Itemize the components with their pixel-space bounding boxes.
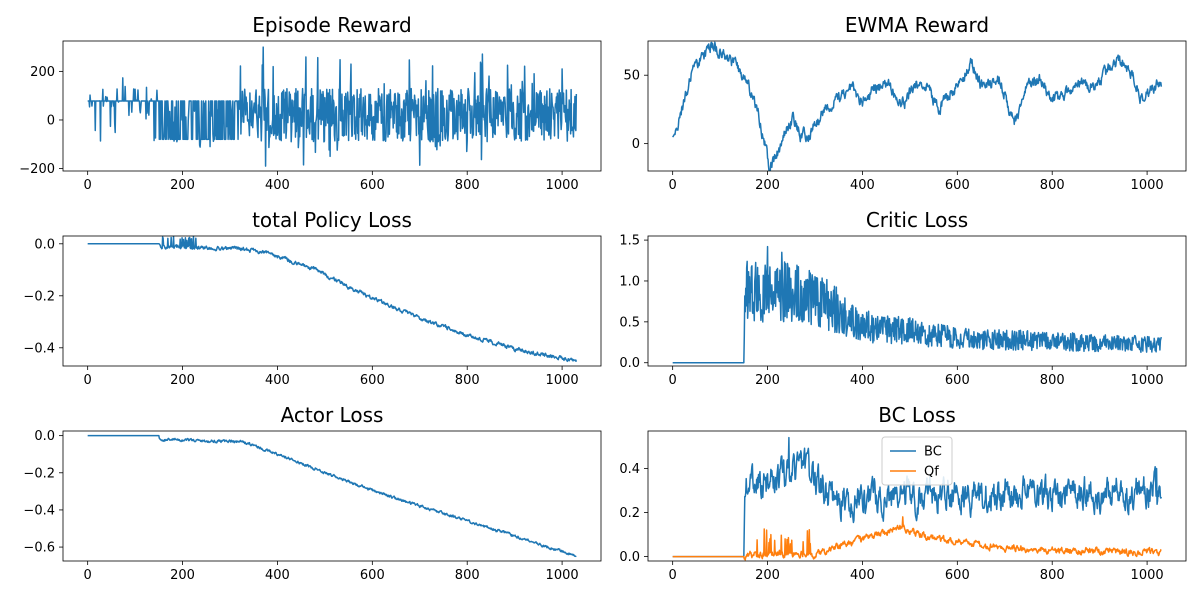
x-tick-label: 1000	[546, 373, 579, 388]
x-tick-label: 0	[84, 568, 92, 583]
y-tick-label: 50	[623, 69, 640, 84]
y-tick-label: 0.4	[619, 462, 640, 477]
y-tick-label: 0.0	[619, 550, 640, 565]
axes-frame	[647, 40, 1187, 172]
series-line	[87, 236, 578, 363]
series-line	[87, 46, 578, 167]
x-tick-label: 1000	[1131, 568, 1164, 583]
x-tick-label: 400	[850, 568, 875, 583]
x-tick-label: 200	[170, 568, 195, 583]
axes-frame	[62, 235, 602, 367]
series-line	[672, 245, 1163, 364]
y-tick-label: 0.0	[619, 356, 640, 371]
y-tick-label: 0.5	[619, 315, 640, 330]
x-tick-label: 0	[669, 178, 677, 193]
y-tick-label: −0.4	[23, 503, 55, 518]
x-tick-label: 200	[170, 178, 195, 193]
x-tick-label: 600	[360, 178, 385, 193]
chart-title: Critic Loss	[866, 208, 968, 232]
axes-frame	[647, 430, 1187, 562]
series-line	[672, 41, 1163, 171]
x-tick-label: 600	[360, 373, 385, 388]
chart-ewma-reward: EWMA Reward 0 200 400 600 800 1000 0 50	[623, 13, 1187, 193]
x-tick-label: 0	[669, 373, 677, 388]
x-tick-label: 800	[455, 373, 480, 388]
y-tick-label: 200	[30, 65, 55, 80]
x-tick-label: 600	[360, 568, 385, 583]
x-tick-label: 600	[945, 373, 970, 388]
x-tick-label: 600	[945, 178, 970, 193]
chart-bc-loss: BC Loss 0 200 400 600 800 1000 0.0 0.2 0.4 BC Qf	[619, 403, 1187, 583]
legend-label-qf: Qf	[924, 465, 939, 480]
y-tick-label: −0.4	[23, 341, 55, 356]
y-tick-label: 0	[632, 137, 640, 152]
x-tick-label: 0	[669, 568, 677, 583]
x-tick-label: 400	[265, 568, 290, 583]
x-tick-label: 200	[170, 373, 195, 388]
chart-title: BC Loss	[878, 403, 956, 427]
chart-actor-loss: Actor Loss 0 200 400 600 800 1000 0.0 −0.2 −0.4 −0…	[23, 403, 602, 583]
x-tick-label: 800	[455, 178, 480, 193]
x-tick-label: 200	[755, 568, 780, 583]
x-tick-label: 1000	[1131, 373, 1164, 388]
y-tick-label: −200	[19, 162, 55, 177]
x-tick-label: 400	[850, 373, 875, 388]
y-tick-label: 0	[47, 113, 55, 128]
y-tick-label: 0.0	[34, 237, 55, 252]
axes-frame	[62, 40, 602, 172]
y-tick-label: 1.5	[619, 234, 640, 249]
x-tick-label: 1000	[1131, 178, 1164, 193]
x-tick-label: 800	[1040, 373, 1065, 388]
axes-frame	[647, 235, 1187, 367]
x-tick-label: 600	[945, 568, 970, 583]
axes-frame	[62, 430, 602, 562]
x-tick-label: 400	[850, 178, 875, 193]
y-tick-label: 0.2	[619, 506, 640, 521]
series-line-qf	[672, 516, 1162, 561]
x-tick-label: 400	[265, 373, 290, 388]
chart-title: Episode Reward	[252, 13, 411, 37]
x-tick-label: 800	[1040, 178, 1065, 193]
series-line	[87, 434, 577, 558]
y-tick-label: 0.0	[34, 429, 55, 444]
x-tick-label: 800	[455, 568, 480, 583]
legend-box	[881, 436, 953, 486]
chart-title: total Policy Loss	[252, 208, 412, 232]
y-tick-label: −0.6	[23, 541, 55, 556]
x-tick-label: 800	[1040, 568, 1065, 583]
x-tick-label: 200	[755, 178, 780, 193]
chart-total-policy-loss: total Policy Loss 0 200 400 600 800 1000 0.0 −0.…	[23, 208, 602, 388]
series-line-bc	[672, 436, 1163, 558]
y-tick-label: 1.0	[619, 274, 640, 289]
x-tick-label: 200	[755, 373, 780, 388]
x-tick-label: 1000	[546, 178, 579, 193]
legend-label-bc: BC	[924, 445, 942, 460]
chart-title: EWMA Reward	[845, 13, 989, 37]
chart-title: Actor Loss	[281, 403, 384, 427]
x-tick-label: 0	[84, 373, 92, 388]
x-tick-label: 1000	[546, 568, 579, 583]
legend: BC Qf	[881, 436, 953, 486]
x-tick-label: 400	[265, 178, 290, 193]
chart-critic-loss: Critic Loss 0 200 400 600 800 1000 0.0 0.5 1.0 1.5	[619, 208, 1187, 388]
x-tick-label: 0	[84, 178, 92, 193]
chart-episode-reward: Episode Reward 0 200 400 600 800 1000 −200 0 200	[19, 13, 602, 193]
y-tick-label: −0.2	[23, 466, 55, 481]
y-tick-label: −0.2	[23, 289, 55, 304]
